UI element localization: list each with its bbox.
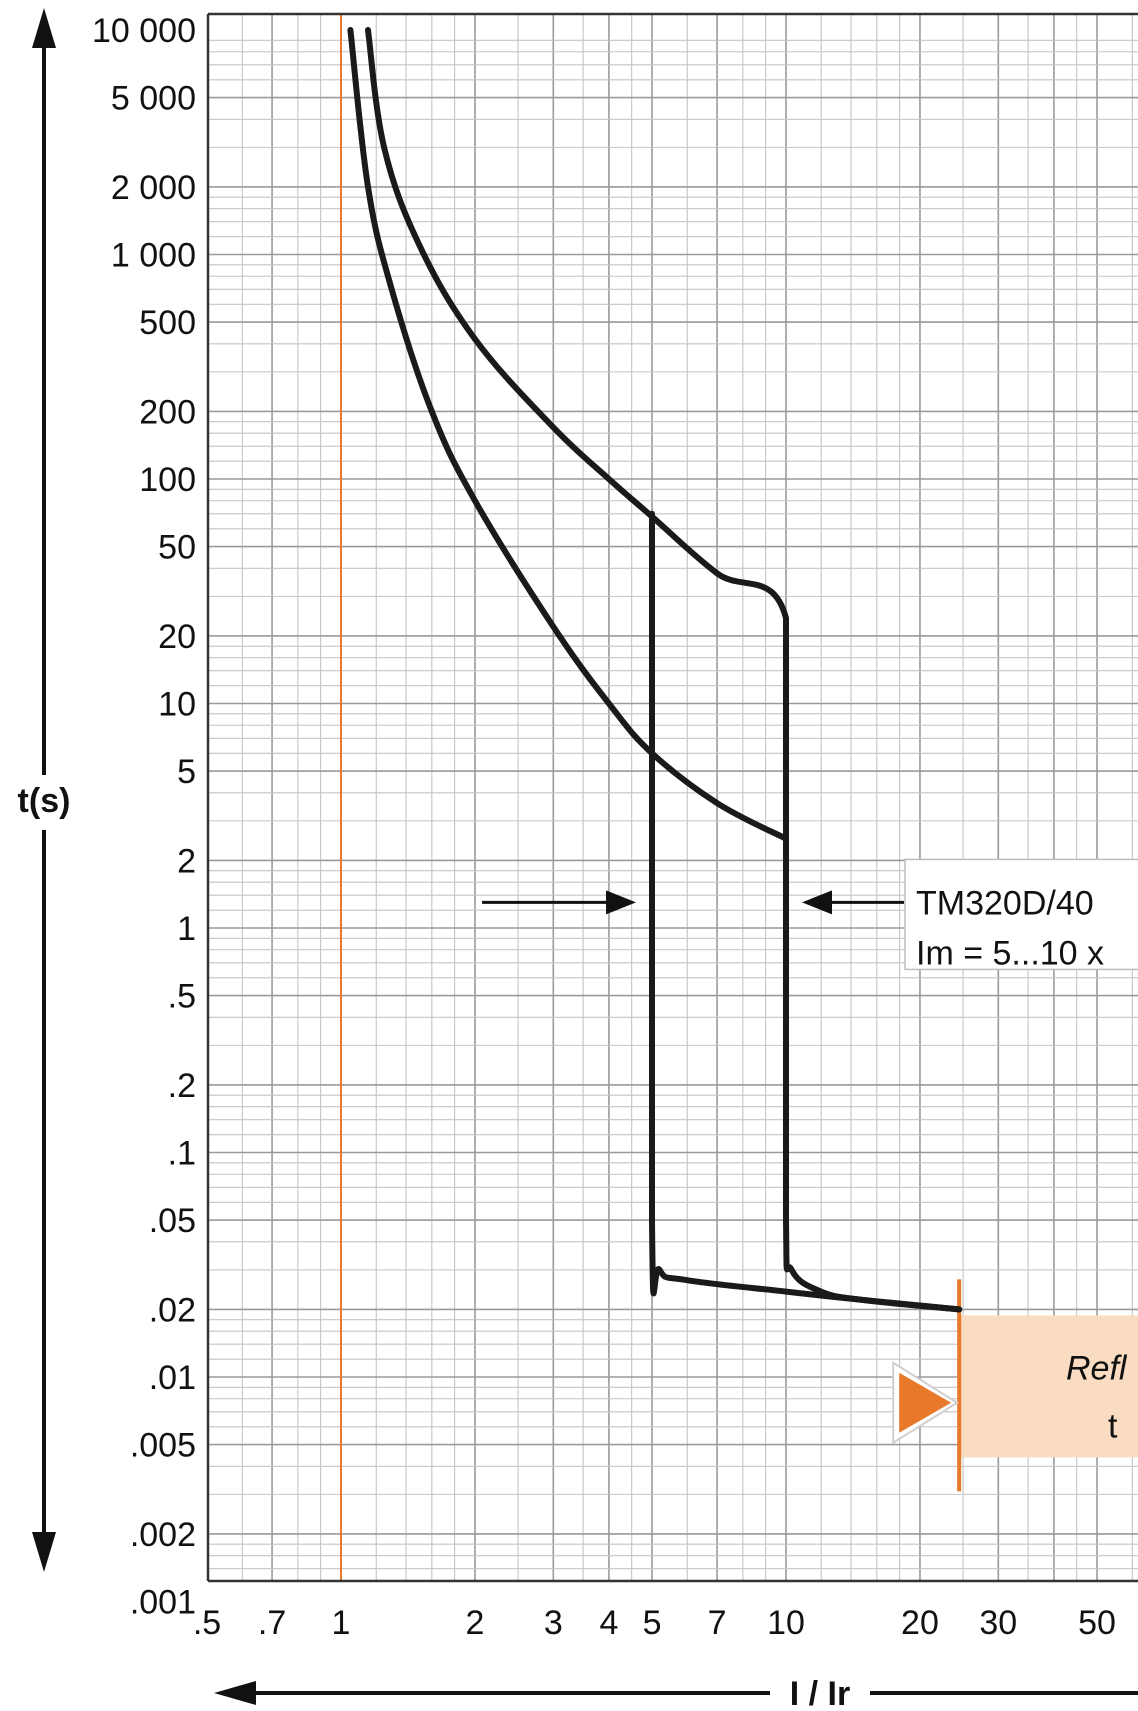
y-tick-label: 20 — [158, 618, 196, 656]
x-axis-left-arrow-icon — [214, 1681, 256, 1705]
x-tick-label: 5 — [643, 1604, 662, 1642]
annotation-line1: TM320D/40 — [916, 884, 1094, 922]
y-axis-label: t(s) — [18, 782, 71, 820]
y-tick-label: 100 — [139, 461, 196, 499]
x-tick-label: 4 — [599, 1604, 618, 1642]
x-tick-label: 3 — [544, 1604, 563, 1642]
y-tick-label: 1 000 — [111, 237, 196, 275]
y-tick-label: 10 000 — [92, 12, 196, 50]
arrow-right-icon — [606, 890, 637, 915]
arrow-left-icon — [802, 890, 832, 915]
x-tick-label: 7 — [708, 1604, 727, 1642]
y-tick-label: 10 — [158, 686, 196, 724]
reflex-text: t — [1108, 1407, 1118, 1445]
y-tick-label: .01 — [149, 1359, 196, 1397]
x-tick-labels: .5 .7 1 2 3 4 5 7 10 20 30 50 — [193, 1604, 1116, 1642]
y-tick-label: 2 — [177, 842, 196, 880]
reflex-box — [959, 1315, 1138, 1458]
annotation-box — [904, 858, 1138, 971]
reflex-zone: Refl t — [892, 1279, 1138, 1492]
grid — [208, 14, 1138, 1581]
y-tick-label: .5 — [168, 978, 196, 1016]
y-tick-label: 2 000 — [111, 169, 196, 207]
reflex-triangle-icon — [899, 1372, 952, 1433]
y-tick-label: .05 — [149, 1202, 196, 1240]
series-curve-3 — [649, 510, 963, 1313]
curves — [347, 27, 963, 1313]
x-axis-label: I / Ir — [790, 1675, 850, 1711]
reflex-title: Refl — [1066, 1349, 1128, 1387]
x-axis: I / Ir — [214, 1675, 1138, 1711]
x-tick-label: 1 — [332, 1604, 351, 1642]
x-tick-label: 50 — [1078, 1604, 1116, 1642]
x-tick-label: 10 — [767, 1604, 805, 1642]
series-curve-2 — [347, 27, 789, 842]
y-tick-label: 1 — [177, 910, 196, 948]
y-tick-label: .005 — [130, 1427, 196, 1465]
y-tick-label: .001 — [130, 1584, 196, 1622]
y-tick-label: .2 — [168, 1067, 196, 1105]
y-axis: t(s) — [18, 8, 71, 1572]
y-tick-label: .1 — [168, 1135, 196, 1173]
x-tick-label: 30 — [979, 1604, 1017, 1642]
x-tick-label: 20 — [901, 1604, 939, 1642]
y-tick-label: .002 — [130, 1516, 196, 1554]
y-tick-label: .02 — [149, 1291, 196, 1329]
y-tick-label: 50 — [158, 529, 196, 567]
x-tick-label: .5 — [193, 1604, 221, 1642]
y-tick-label: 200 — [139, 393, 196, 431]
y-tick-label: 5 — [177, 753, 196, 791]
y-tick-label: 5 000 — [111, 80, 196, 118]
plot-frame — [206, 12, 1138, 1583]
annotation: TM320D/40 Im = 5...10 x — [482, 858, 1138, 972]
y-axis-down-arrow-icon — [32, 1532, 56, 1572]
annotation-line2: Im = 5...10 x — [916, 934, 1104, 972]
x-tick-label: 2 — [465, 1604, 484, 1642]
y-axis-up-arrow-icon — [32, 8, 56, 48]
y-tick-labels: 10 000 5 000 2 000 1 000 500 200 100 50 20 10 5 2 1.… — [92, 12, 196, 1622]
y-tick-label: 500 — [139, 304, 196, 342]
x-tick-label: .7 — [258, 1604, 286, 1642]
